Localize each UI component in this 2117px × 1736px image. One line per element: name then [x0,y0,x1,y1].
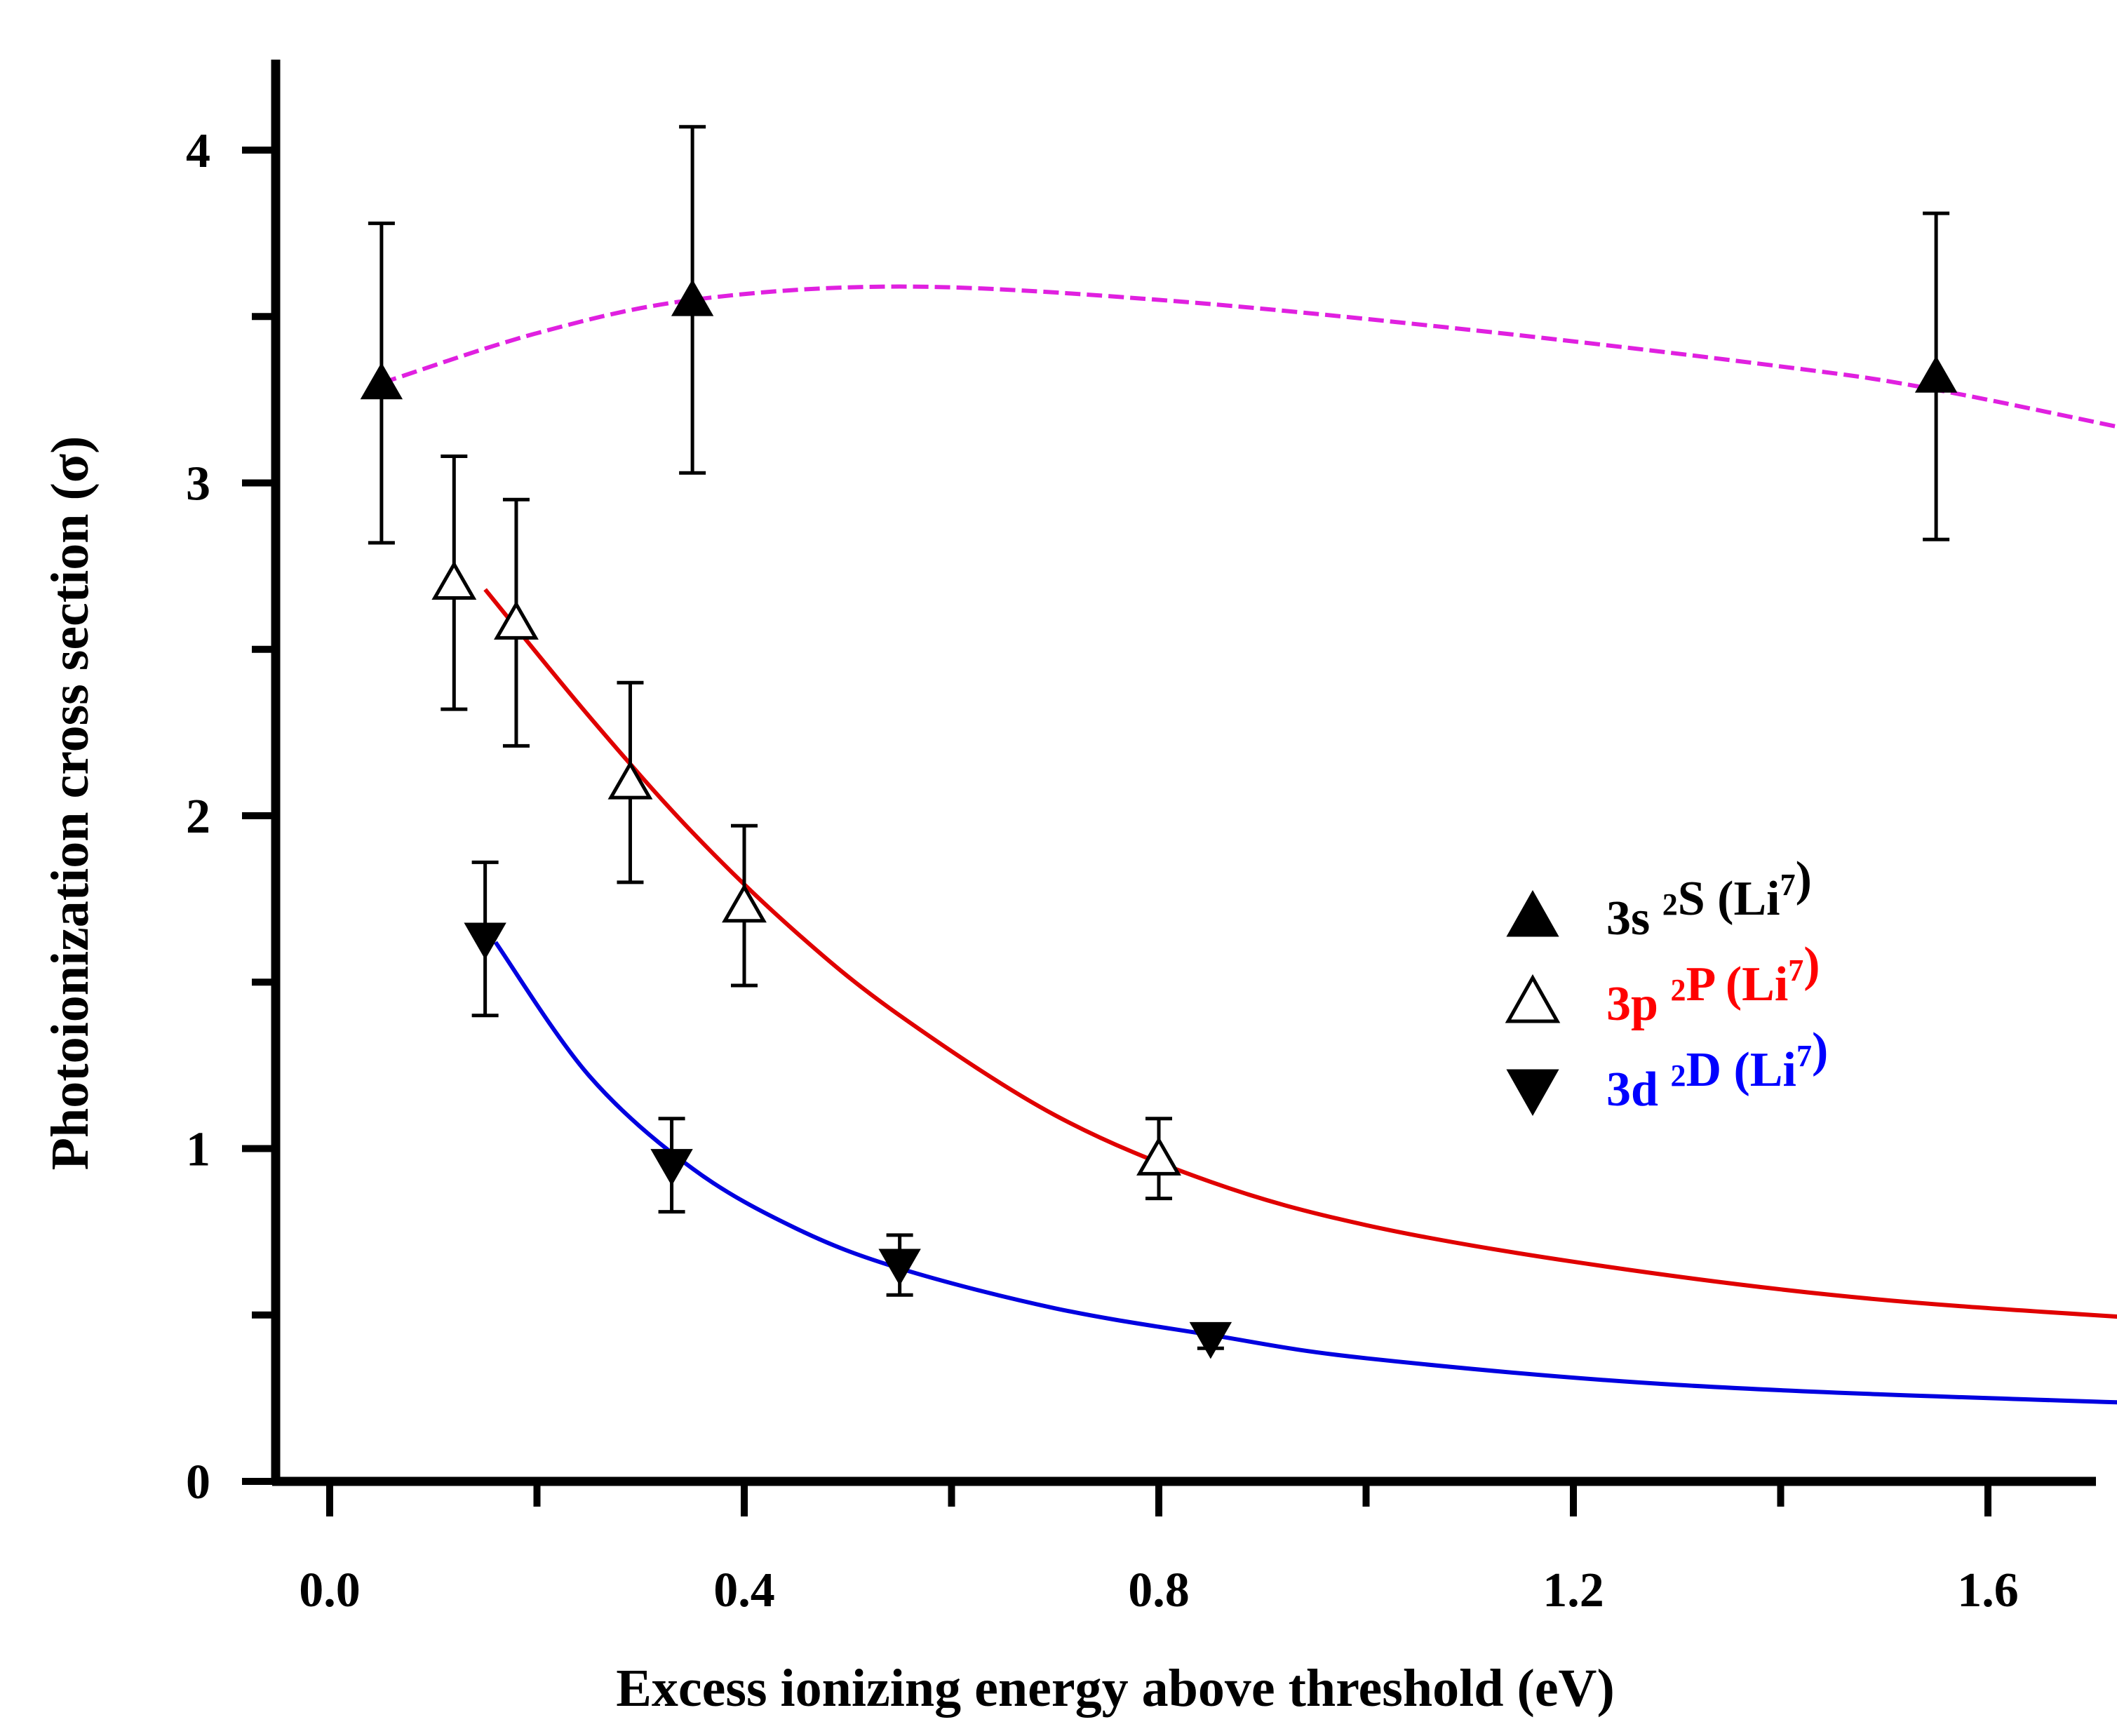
data-point [1914,356,1958,393]
legend-marker [1506,889,1559,937]
data-point [878,1249,921,1286]
y-tick-label: 1 [186,1123,210,1177]
axes: 0.00.40.81.21.62.02.42.83.201234 [186,60,2096,1617]
legend-marker [1506,1069,1559,1117]
data-point [1189,1321,1232,1359]
y-axis-title: Photoionization cross section (σ) [41,436,100,1171]
data-point [1136,1136,1181,1176]
y-tick-label: 2 [186,790,210,844]
legend-label: 3s 2S (Li7) [1606,852,1812,946]
legend-superscript: 2 [1670,1058,1686,1093]
legend-superscript: 7 [1796,1039,1812,1073]
legend-superscript: 2 [1662,887,1678,922]
x-axis-title: Excess ionizing energy above threshold (… [616,1659,1615,1718]
fit-curve-series-2 [483,588,2117,1319]
x-tick-label: 0.4 [713,1563,775,1617]
y-tick-label: 3 [186,457,210,511]
legend: 3s 2S (Li7)3p 2P (Li7)3d 2D (Li7) [1505,852,1828,1117]
legend-label: 3d 2D (Li7) [1606,1023,1828,1117]
data-point [671,279,714,316]
data-point [650,1149,693,1186]
data-point [722,883,767,923]
y-tick-label: 4 [186,124,210,178]
data-point [607,760,653,800]
data-point [360,362,403,400]
data-point [494,600,539,640]
legend-superscript: 7 [1780,868,1796,902]
fit-curve-series-3 [493,941,2117,1405]
data-markers [360,279,1958,1359]
data-point [464,922,506,960]
x-tick-label: 1.6 [1957,1563,2019,1617]
legend-marker [1505,974,1561,1023]
legend-superscript: 7 [1788,953,1803,988]
legend-label: 3p 2P (Li7) [1606,938,1820,1031]
fit-curve-series-1 [380,284,2117,429]
x-tick-label: 0.8 [1128,1563,1190,1617]
data-point [431,560,477,600]
x-tick-label: 0.0 [299,1563,361,1617]
fit-curves [380,284,2117,1405]
y-tick-label: 0 [186,1455,210,1509]
x-tick-label: 1.2 [1543,1563,1604,1617]
legend-superscript: 2 [1670,973,1686,1007]
